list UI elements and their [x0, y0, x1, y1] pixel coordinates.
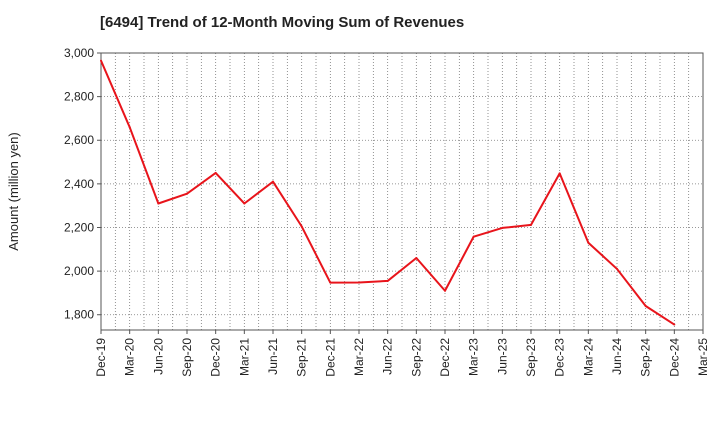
x-tick-label: Mar-24 — [581, 338, 595, 376]
data-point — [644, 305, 647, 308]
x-tick-label: Jun-20 — [151, 338, 165, 375]
x-axis-ticks: Dec-19 Mar-20 Jun-20 Sep-20 Dec-20 Mar-21 Jun-… — [94, 330, 710, 377]
data-point — [157, 202, 160, 205]
y-tick-label: 2,200 — [64, 220, 94, 234]
y-tick-label: 2,000 — [64, 264, 94, 278]
x-tick-label: Sep-22 — [409, 338, 423, 377]
series-layer — [100, 59, 676, 326]
x-tick-label: Dec-24 — [667, 338, 681, 377]
x-tick-label: Mar-25 — [696, 338, 710, 376]
x-tick-label: Dec-22 — [438, 338, 452, 377]
plot-frame — [100, 52, 704, 331]
gridlines — [100, 52, 704, 330]
x-tick-label: Sep-21 — [295, 338, 309, 377]
data-point — [558, 172, 561, 175]
data-point — [587, 241, 590, 244]
y-tick-label: 3,000 — [64, 46, 94, 60]
x-tick-label: Sep-20 — [180, 338, 194, 377]
data-point — [673, 323, 676, 326]
data-point — [243, 202, 246, 205]
data-point — [386, 279, 389, 282]
x-tick-label: Dec-21 — [323, 338, 337, 377]
data-point — [100, 59, 102, 62]
x-tick-label: Dec-20 — [209, 338, 223, 377]
x-tick-label: Jun-23 — [495, 338, 509, 375]
x-tick-label: Dec-19 — [94, 338, 108, 377]
chart-title: [6494] Trend of 12-Month Moving Sum of R… — [100, 14, 465, 31]
data-point — [616, 267, 618, 270]
data-point — [214, 171, 217, 174]
data-point — [128, 126, 131, 129]
y-tick-label: 1,800 — [64, 308, 94, 322]
data-point — [472, 235, 475, 238]
x-tick-label: Mar-23 — [467, 338, 481, 376]
x-tick-label: Jun-21 — [266, 338, 280, 375]
x-tick-label: Dec-23 — [553, 338, 567, 377]
x-tick-label: Jun-22 — [381, 338, 395, 375]
x-tick-label: Jun-24 — [610, 338, 624, 375]
data-point — [415, 257, 418, 260]
data-point — [530, 223, 532, 226]
x-tick-label: Mar-21 — [237, 338, 251, 376]
y-tick-label: 2,600 — [64, 133, 94, 147]
y-tick-label: 2,400 — [64, 177, 94, 191]
data-point — [444, 289, 446, 292]
x-tick-label: Sep-23 — [524, 338, 538, 377]
y-axis-title: Amount (million yen) — [6, 132, 21, 251]
y-axis-ticks: 1,800 2,000 2,200 2,400 2,600 2,800 3,000 — [64, 46, 101, 322]
x-tick-label: Mar-22 — [352, 338, 366, 376]
x-tick-label: Mar-20 — [123, 338, 137, 376]
data-point — [272, 180, 274, 183]
y-tick-label: 2,800 — [64, 90, 94, 104]
data-point — [358, 281, 360, 284]
data-point — [300, 225, 303, 228]
x-tick-label: Sep-24 — [639, 338, 653, 377]
data-point — [329, 281, 332, 284]
data-point — [501, 226, 504, 229]
data-point — [186, 192, 188, 195]
